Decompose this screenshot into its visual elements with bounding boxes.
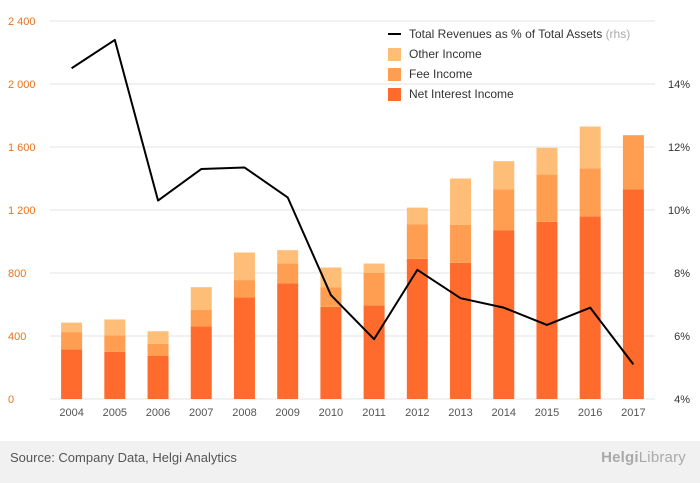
y-left-tick-label: 0 [8, 394, 14, 406]
logo-bold-text: Helgi [601, 449, 639, 466]
bar-other-income [579, 126, 601, 169]
bar-net-interest-income [450, 262, 472, 399]
y-right-tick-label: 4% [674, 394, 690, 406]
legend-swatch [388, 48, 401, 61]
y-left-tick-label: 400 [8, 331, 26, 343]
y-right-tick-label: 14% [668, 79, 690, 91]
bar-fee-income [622, 135, 644, 190]
bar-net-interest-income [493, 230, 515, 399]
bar-net-interest-income [190, 326, 212, 399]
x-tick-label: 2010 [319, 407, 343, 419]
axis-labels: 0 400 800 1 200 1 600 2 000 2 400 4% 6% 8% 10% 12% 1… [8, 16, 690, 419]
bar-other-income [104, 319, 126, 336]
legend-swatch [388, 88, 401, 101]
bar-fee-income [277, 263, 299, 284]
x-tick-label: 2008 [232, 407, 256, 419]
bar-fee-income [493, 189, 515, 231]
y-left-tick-label: 1 200 [8, 205, 36, 217]
x-tick-label: 2004 [59, 407, 83, 419]
bar-net-interest-income [104, 351, 126, 399]
x-tick-label: 2014 [492, 407, 516, 419]
bar-fee-income [190, 310, 212, 327]
bar-net-interest-income [320, 306, 342, 399]
bar-other-income [277, 250, 299, 264]
bar-net-interest-income [406, 258, 428, 399]
x-tick-label: 2006 [146, 407, 170, 419]
logo-rest-text: Library [638, 449, 686, 466]
bar-net-interest-income [622, 189, 644, 399]
helgi-library-logo: HelgiLibrary [601, 449, 686, 466]
ratio-line [71, 38, 635, 365]
bar-other-income [147, 331, 169, 344]
bar-other-income [493, 161, 515, 190]
y-right-tick-label: 12% [668, 142, 690, 154]
legend-rhs-note: (rhs) [606, 27, 631, 41]
line-total-revenues-pct-assets [71, 38, 635, 365]
y-right-tick-label: 8% [674, 268, 690, 280]
y-right-tick-label: 6% [674, 331, 690, 343]
legend-label: Fee Income [409, 67, 473, 81]
bar-other-income [363, 263, 385, 273]
y-left-tick-label: 2 000 [8, 79, 36, 91]
bar-net-interest-income [61, 349, 83, 399]
bar-fee-income [320, 287, 342, 307]
bar-fee-income [536, 174, 558, 222]
bar-other-income [233, 252, 255, 281]
bar-other-income [190, 287, 212, 311]
y-left-tick-label: 1 600 [8, 142, 36, 154]
x-tick-label: 2005 [103, 407, 127, 419]
bar-other-income [61, 322, 83, 333]
footer-bar [0, 441, 700, 483]
x-tick-label: 2013 [448, 407, 472, 419]
x-tick-label: 2011 [362, 407, 386, 419]
bar-fee-income [233, 280, 255, 298]
bar-fee-income [363, 273, 385, 306]
bar-net-interest-income [277, 283, 299, 399]
bar-fee-income [450, 224, 472, 263]
bar-fee-income [579, 168, 601, 217]
bar-fee-income [147, 343, 169, 356]
x-tick-label: 2017 [621, 407, 645, 419]
source-note: Source: Company Data, Helgi Analytics [10, 450, 237, 465]
x-tick-label: 2009 [275, 407, 299, 419]
bar-fee-income [61, 332, 83, 350]
legend-label-line: Total Revenues as % of Total Assets (rhs… [409, 27, 630, 41]
x-tick-label: 2016 [578, 407, 602, 419]
bar-other-income [450, 178, 472, 225]
bar-net-interest-income [147, 355, 169, 399]
legend-label: Net Interest Income [409, 87, 514, 101]
x-tick-label: 2012 [405, 407, 429, 419]
x-tick-label: 2007 [189, 407, 213, 419]
legend-label: Other Income [409, 47, 482, 61]
y-right-tick-label: 10% [668, 205, 690, 217]
bar-net-interest-income [363, 305, 385, 399]
legend-swatch [388, 68, 401, 81]
gridlines [50, 20, 655, 400]
revenue-chart: 0 400 800 1 200 1 600 2 000 2 400 4% 6% 8% 10% 12% 1… [8, 16, 690, 419]
bar-net-interest-income [536, 221, 558, 399]
bar-fee-income [104, 335, 126, 352]
bar-other-income [406, 207, 428, 225]
bar-other-income [536, 147, 558, 175]
y-left-tick-label: 2 400 [8, 16, 36, 28]
bar-fee-income [406, 224, 428, 259]
y-left-tick-label: 800 [8, 268, 26, 280]
bar-net-interest-income [233, 297, 255, 399]
x-tick-label: 2015 [535, 407, 559, 419]
legend: Total Revenues as % of Total Assets (rhs… [388, 27, 630, 101]
